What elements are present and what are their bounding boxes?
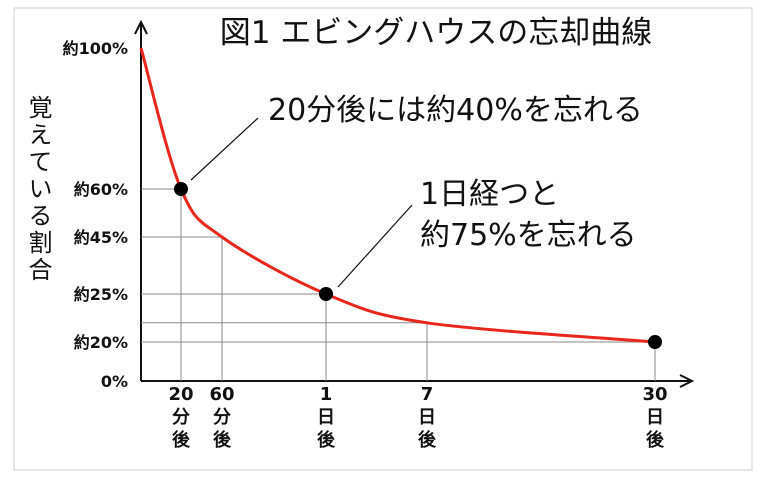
x-arrow	[679, 374, 695, 388]
y-tick-label: 約20%	[74, 333, 128, 352]
forgetting-curve	[139, 47, 656, 344]
y-axis-label: 覚えている割合	[24, 95, 52, 284]
x-tick-label: 20 分後	[168, 384, 193, 451]
y-tick-label: 約100%	[63, 39, 128, 58]
annotation: 20分後には約40%を忘れる	[268, 93, 643, 128]
y-tick-label: 0%	[101, 372, 128, 391]
annotation: 1日経つと	[420, 177, 559, 212]
annotation: 約75%を忘れる	[420, 218, 637, 253]
y-arrow	[134, 19, 148, 35]
data-point	[174, 182, 188, 196]
chart-title: 図1 エビングハウスの忘却曲線	[220, 15, 653, 51]
x-tick-label: 1 日後	[317, 384, 336, 451]
y-tick-label: 約60%	[74, 180, 128, 199]
frame	[13, 7, 753, 471]
y-tick-label: 約45%	[74, 228, 128, 247]
x-tick-label: 30 日後	[642, 384, 667, 451]
x-tick-label: 60 分後	[209, 384, 234, 451]
data-point	[648, 335, 662, 349]
leader-line	[190, 117, 259, 181]
y-tick-label: 約25%	[74, 285, 128, 304]
x-tick-label: 7 日後	[418, 384, 437, 451]
data-point	[319, 287, 333, 301]
leader-line	[337, 204, 413, 288]
